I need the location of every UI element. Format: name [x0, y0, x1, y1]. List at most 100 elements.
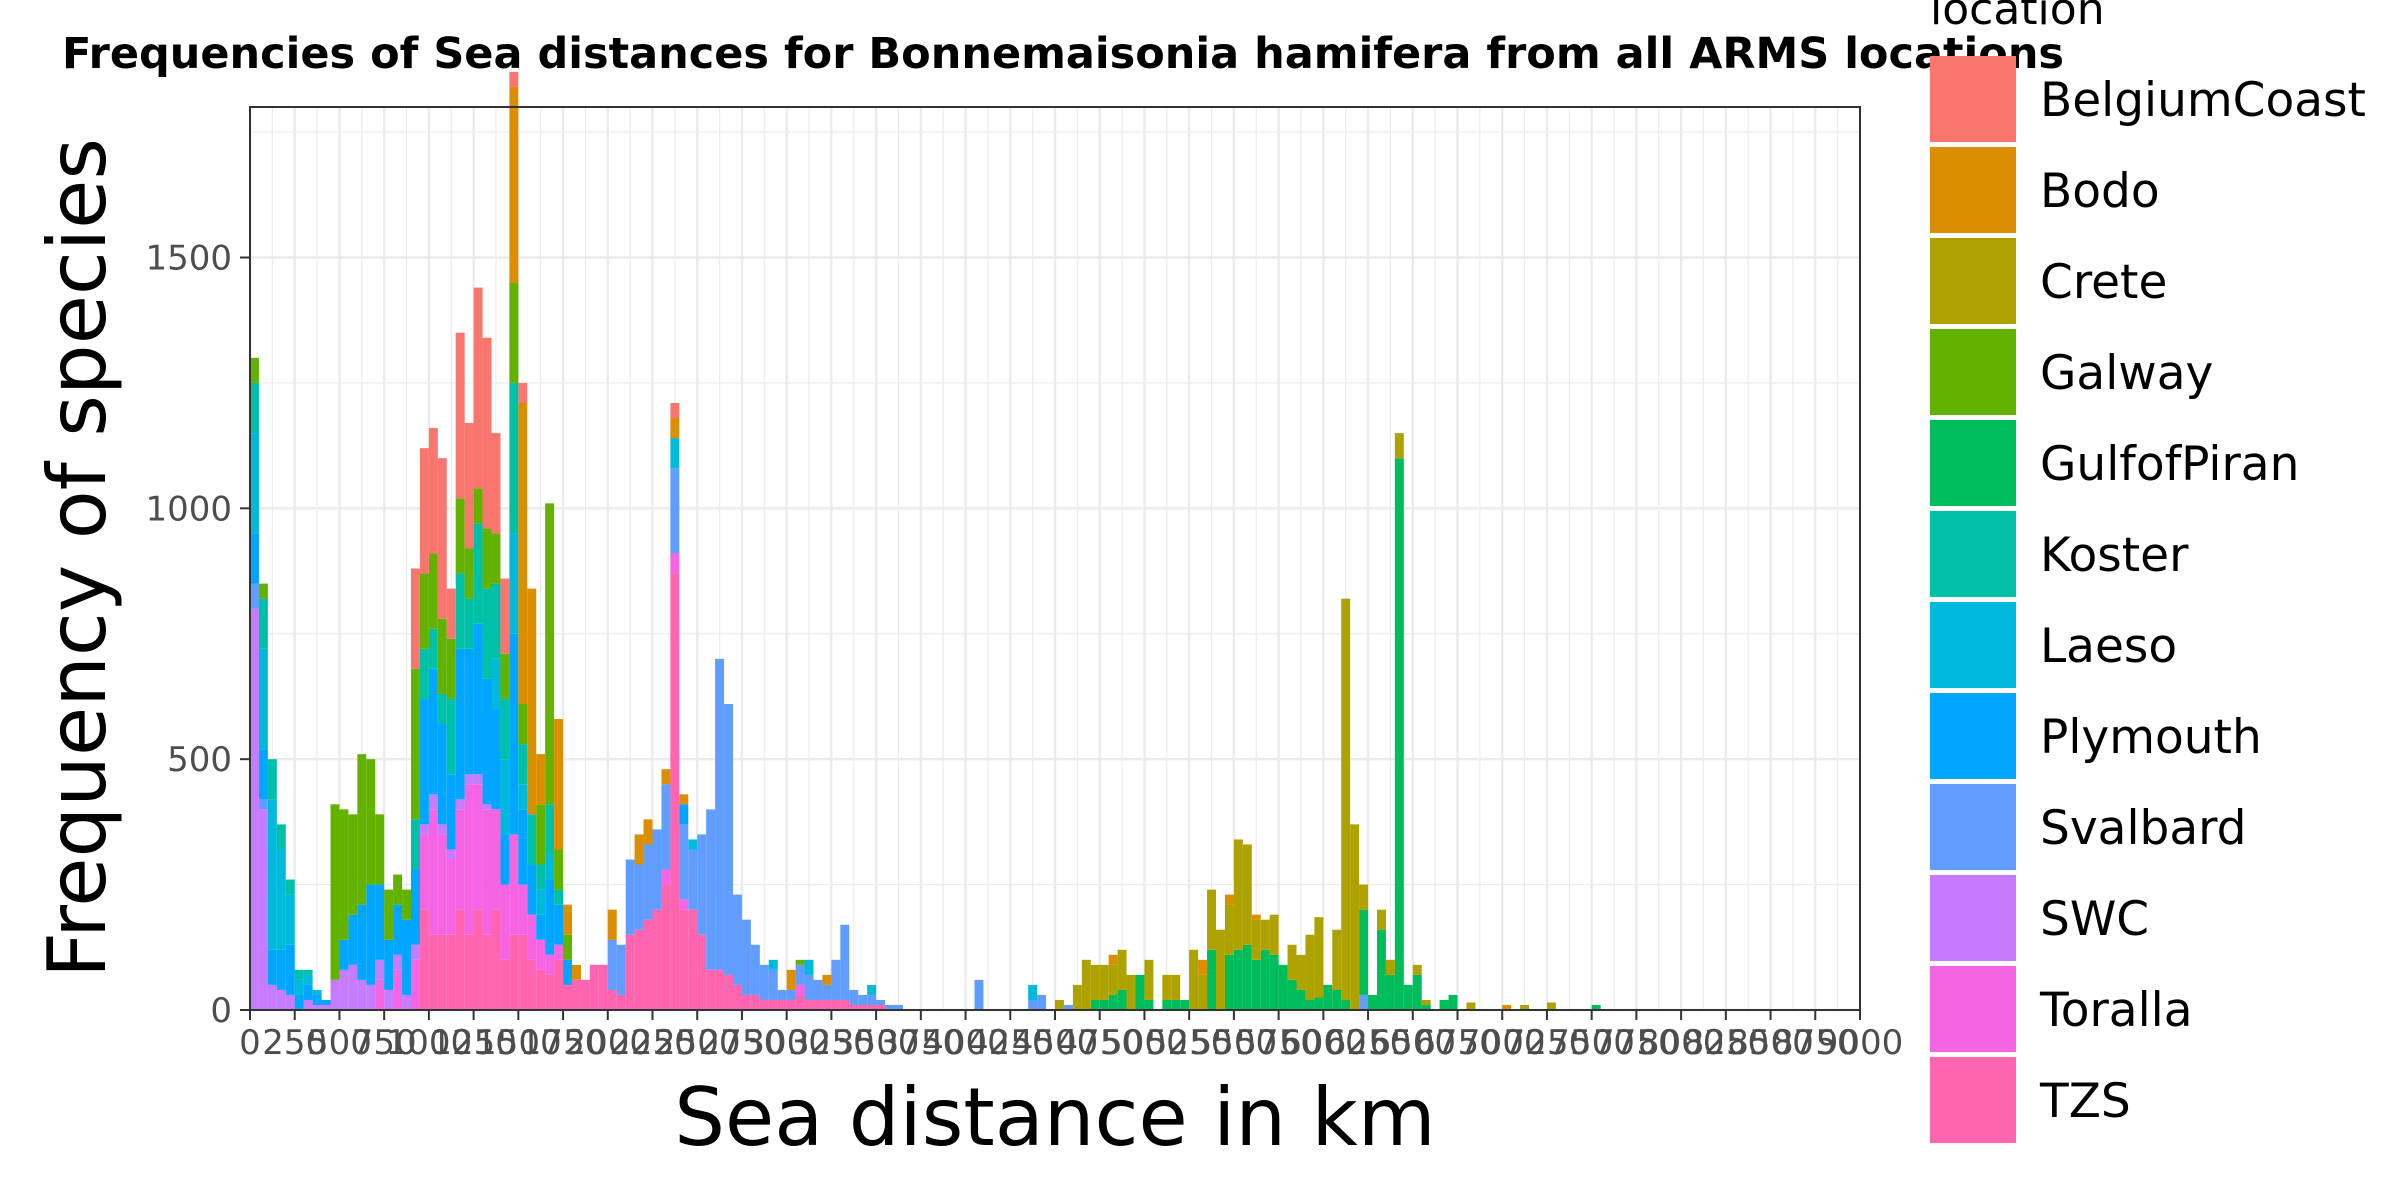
bar-segment — [554, 719, 564, 850]
bar-segment — [1591, 1004, 1601, 1010]
legend-item: Laeso — [1930, 602, 2177, 688]
bar-segment — [1359, 994, 1369, 1010]
bar-segment — [303, 999, 313, 1010]
bar-segment — [258, 749, 268, 800]
bar-segment — [312, 989, 322, 995]
bar-segment — [867, 984, 877, 995]
bar-segment — [1287, 979, 1297, 1010]
bar-segment — [580, 979, 590, 1010]
x-tick-label: 4250 — [967, 1023, 1054, 1063]
bar-segment — [258, 809, 268, 1010]
bar-segment — [294, 979, 304, 995]
series-Koster — [250, 382, 564, 980]
bar-segment — [706, 809, 716, 970]
bar-segment — [446, 859, 456, 935]
bar-segment — [258, 583, 268, 599]
bar-segment — [455, 573, 465, 649]
bar-segment — [1287, 944, 1297, 980]
bar-segment — [1055, 999, 1064, 1010]
bar-segment — [482, 337, 492, 529]
bar-segment — [1278, 964, 1288, 1010]
bar-segment — [428, 668, 438, 795]
bar-segment — [1233, 839, 1243, 950]
bar-segment — [446, 774, 456, 850]
bar-segment — [804, 999, 814, 1010]
bar-segment — [607, 989, 617, 1010]
x-tick-label: 6250 — [1325, 1023, 1412, 1063]
bar-segment — [312, 1004, 322, 1010]
bar-segment — [393, 874, 403, 905]
bar-segment — [455, 809, 465, 910]
x-tick-label: 7750 — [1593, 1023, 1680, 1063]
bar-segment — [464, 598, 474, 649]
bar-segment — [545, 974, 555, 1010]
bar-segment — [518, 934, 528, 1010]
bar-segment — [250, 433, 259, 534]
bar-segment — [768, 999, 778, 1010]
bar-segment — [1421, 1004, 1431, 1010]
bar-segment — [545, 879, 555, 955]
bar-segment — [455, 648, 465, 800]
bar-segment — [572, 979, 581, 1010]
bar-segment — [339, 939, 349, 970]
legend-swatch — [1930, 147, 2016, 233]
legend-swatch — [1930, 511, 2016, 597]
bar-segment — [822, 999, 832, 1010]
legend-swatch — [1930, 784, 2016, 870]
bar-segment — [661, 784, 671, 870]
series-Svalbard — [250, 468, 1369, 1010]
y-tick-label: 1500 — [145, 239, 232, 279]
x-tick-label: 5500 — [1191, 1023, 1278, 1063]
bar-segment — [768, 959, 778, 970]
x-tick-label: 2250 — [609, 1023, 696, 1063]
bar-segment — [500, 653, 510, 699]
x-tick-label: 7500 — [1548, 1023, 1635, 1063]
x-tick-label: 7250 — [1504, 1023, 1591, 1063]
bar-segment — [321, 1004, 331, 1010]
bar-segment — [491, 533, 501, 584]
bar-segment — [1242, 844, 1252, 945]
bar-segment — [1466, 1002, 1476, 1010]
bar-segment — [804, 974, 814, 1000]
x-tick-label: 0 — [239, 1023, 261, 1063]
legend-swatch — [1930, 602, 2016, 688]
bar-segment — [554, 904, 564, 945]
bar-segment — [1296, 954, 1306, 990]
x-tick-label: 7000 — [1459, 1023, 1546, 1063]
bar-segment — [867, 994, 877, 1005]
bar-segment — [670, 553, 680, 574]
bar-segment — [250, 382, 259, 434]
x-tick-label: 1500 — [475, 1023, 562, 1063]
bar-segment — [437, 934, 447, 1010]
bar-segment — [679, 909, 689, 1010]
bar-segment — [894, 1004, 903, 1010]
bar-segment — [509, 934, 519, 1010]
bar-segment — [1412, 964, 1422, 975]
bar-segment — [867, 1004, 877, 1010]
bar-segment — [795, 984, 805, 995]
bar-segment — [258, 598, 268, 649]
bar-segment — [858, 1004, 868, 1010]
bar-segment — [1332, 989, 1342, 1010]
bar-segment — [411, 668, 420, 820]
bar-segment — [1224, 954, 1234, 1010]
bar-segment — [402, 889, 411, 920]
bar-segment — [1520, 1004, 1530, 1010]
bar-segment — [285, 879, 295, 895]
bar-segment — [402, 919, 411, 995]
bar-segment — [1099, 964, 1109, 1000]
legend-label: SWC — [2040, 892, 2149, 947]
bar-segment — [759, 964, 769, 1000]
bar-segment — [697, 834, 707, 935]
legend-swatch — [1930, 420, 2016, 506]
bar-segment — [527, 864, 537, 915]
series-Crete — [1055, 433, 1556, 1010]
bar-segment — [303, 984, 313, 1000]
legend-item: Bodo — [1930, 147, 2160, 233]
bars — [250, 71, 1601, 1011]
bar-segment — [1171, 974, 1181, 1000]
bar-segment — [822, 984, 832, 1000]
bar-segment — [759, 999, 769, 1010]
x-tick-label: 1250 — [430, 1023, 517, 1063]
x-tick-label: 3500 — [833, 1023, 920, 1063]
